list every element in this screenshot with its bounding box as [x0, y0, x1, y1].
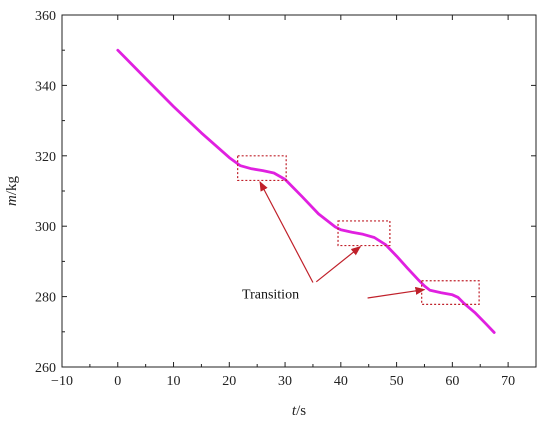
transition-box [237, 155, 287, 182]
y-tick-label: 360 [35, 9, 56, 24]
data-series [116, 48, 496, 334]
tick-labels: −10 0 10 20 30 40 50 60 70 260 280 300 320 340 360 [35, 9, 515, 389]
transition-box [421, 280, 480, 305]
x-tick-label: 20 [222, 374, 236, 389]
x-axis-variable: t [292, 403, 297, 419]
y-tick-label: 300 [35, 220, 56, 235]
axis-ticks [61, 14, 536, 368]
x-tick-label: 30 [278, 374, 292, 389]
y-tick-label: 280 [35, 291, 56, 306]
y-axis-variable: m [4, 195, 20, 206]
plot-frame [61, 14, 537, 368]
y-axis-label: m/kg [4, 175, 20, 206]
x-tick-label: 50 [390, 374, 404, 389]
transition-arrow [315, 245, 362, 283]
x-tick-label: 10 [167, 374, 181, 389]
x-axis-unit: /s [296, 403, 306, 419]
mass-curve [116, 48, 496, 334]
y-axis-unit: /kg [4, 175, 20, 195]
x-axis-label: t/s [292, 403, 306, 419]
x-tick-label: 70 [501, 374, 515, 389]
x-tick-label: −10 [51, 374, 73, 389]
transition-box [337, 220, 391, 247]
x-tick-label: 60 [445, 374, 459, 389]
y-tick-label: 320 [35, 150, 56, 165]
x-tick-label: 0 [114, 374, 121, 389]
transition-arrow [259, 180, 314, 283]
transition-arrow [367, 286, 426, 299]
y-tick-label: 260 [35, 361, 56, 376]
transition-label: Transition [242, 287, 299, 302]
y-tick-label: 340 [35, 79, 56, 94]
transition-annotations: Transition [237, 155, 480, 305]
x-tick-label: 40 [334, 374, 348, 389]
